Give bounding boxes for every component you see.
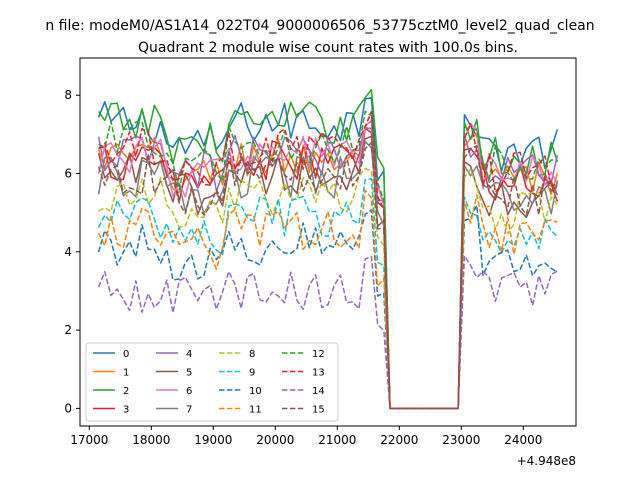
x-tick-label: 18000 (132, 433, 170, 447)
series-line-3 (98, 127, 559, 410)
legend-label-5: 5 (186, 368, 192, 379)
y-tick-label: 0 (64, 401, 72, 415)
legend-label-15: 15 (312, 405, 325, 416)
legend-label-13: 13 (312, 368, 325, 379)
x-axis: 17000 18000 19000 20000 21000 22000 23000 24000 (70, 426, 542, 447)
y-tick-label: 8 (64, 88, 72, 102)
legend-label-2: 2 (123, 386, 129, 397)
legend-label-8: 8 (249, 349, 255, 360)
series-line-8 (98, 167, 558, 410)
legend-label-0: 0 (123, 349, 129, 360)
series-line-15 (97, 141, 558, 410)
plot-frame (79, 57, 577, 427)
legend-label-7: 7 (186, 405, 192, 416)
legend-label-3: 3 (123, 405, 129, 416)
legend-label-11: 11 (249, 405, 262, 416)
series-line-12 (98, 110, 558, 410)
x-axis-offset-label: +4.948e8 (517, 454, 576, 468)
x-tick-label: 17000 (70, 433, 108, 447)
legend-label-9: 9 (249, 368, 255, 379)
series-line-0 (97, 97, 559, 410)
x-tick-label: 23000 (442, 433, 480, 447)
legend-label-10: 10 (249, 386, 262, 397)
figure-suptitle: n file: modeM0/AS1A14_022T04_9000006506_… (45, 18, 594, 34)
x-tick-label: 22000 (380, 433, 418, 447)
y-tick-label: 4 (64, 245, 72, 259)
x-tick-label: 19000 (194, 433, 232, 447)
series-line-10 (97, 204, 558, 410)
legend-label-14: 14 (312, 386, 325, 397)
series-line-2 (97, 88, 559, 410)
legend-label-1: 1 (123, 368, 129, 379)
series-line-11 (97, 189, 558, 410)
x-tick-label: 24000 (504, 433, 542, 447)
legend-label-4: 4 (186, 349, 192, 360)
y-tick-label: 2 (64, 323, 72, 337)
chart-title: Quadrant 2 module wise count rates with … (138, 40, 518, 56)
series-line-9 (97, 177, 558, 410)
y-axis: 0 2 4 6 8 (64, 88, 80, 415)
series-layer (97, 88, 559, 410)
x-tick-label: 21000 (318, 433, 356, 447)
series-line-13 (98, 110, 558, 410)
y-tick-label: 6 (64, 166, 72, 180)
series-line-6 (97, 119, 559, 410)
legend-label-6: 6 (186, 386, 192, 397)
legend-label-12: 12 (312, 349, 325, 360)
legend-frame (85, 342, 339, 422)
x-tick-label: 20000 (256, 433, 294, 447)
series-line-14 (97, 254, 558, 410)
